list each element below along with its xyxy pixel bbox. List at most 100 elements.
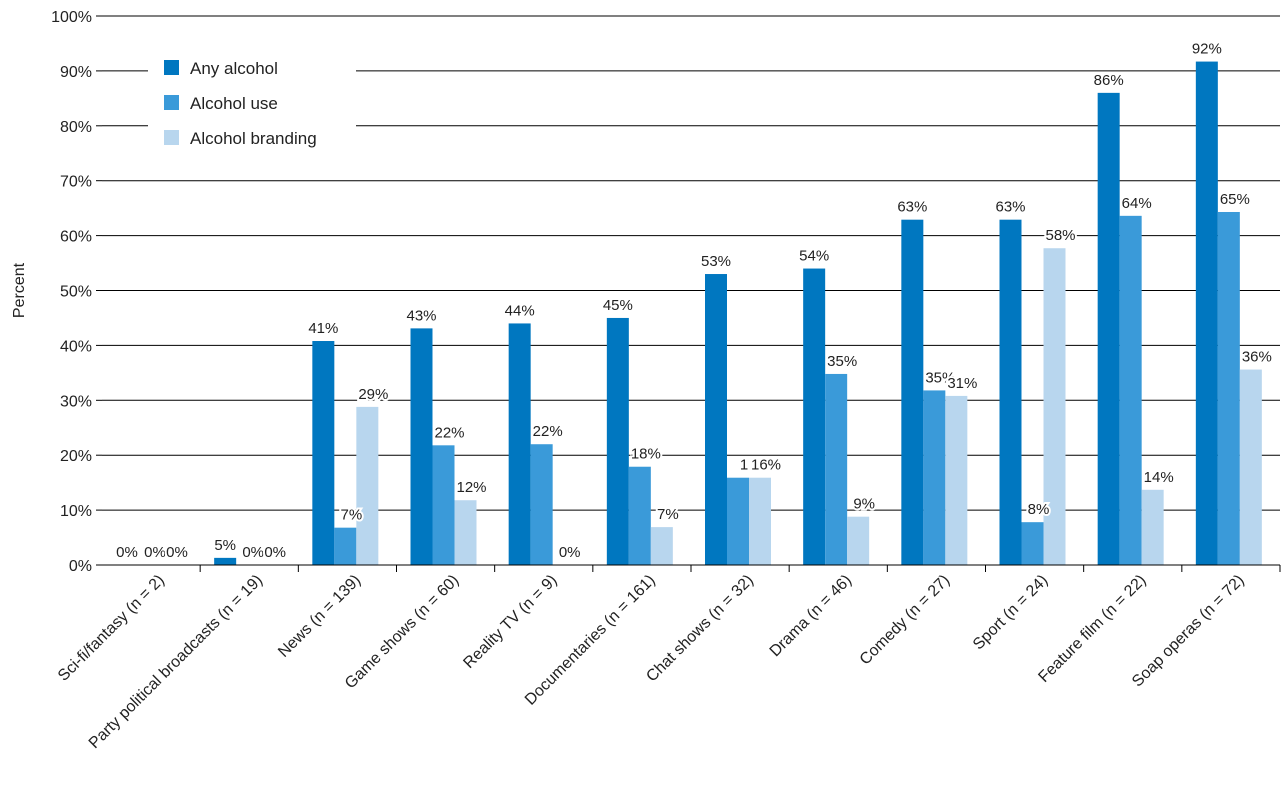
y-tick-label: 0% [69, 558, 92, 575]
data-label: 35% [925, 369, 955, 386]
data-label: 0% [116, 544, 138, 561]
bar [1021, 522, 1044, 565]
legend-swatch [164, 95, 179, 110]
bar [705, 274, 727, 565]
data-label: 1 [740, 457, 748, 474]
y-axis-title: Percent [11, 262, 28, 318]
x-tick-label: Feature film (n = 22) [1035, 572, 1149, 686]
y-tick-label: 30% [60, 393, 92, 410]
data-label: 53% [701, 253, 731, 270]
data-label: 86% [1094, 72, 1124, 89]
bar [454, 500, 477, 565]
data-label: 0% [264, 544, 286, 561]
legend-background [148, 52, 356, 164]
data-label: 0% [559, 544, 581, 561]
data-label: 43% [406, 307, 436, 324]
bar [945, 395, 968, 565]
legend: Any alcohol Alcohol use Alcohol branding [148, 52, 356, 164]
data-label: 7% [340, 507, 362, 524]
data-label: 0% [242, 544, 264, 561]
data-label: 14% [1144, 469, 1174, 486]
bar [1217, 211, 1240, 566]
y-tick-label: 100% [51, 9, 92, 26]
data-label: 16% [751, 457, 781, 474]
data-label: 7% [657, 506, 679, 523]
data-label: 5% [214, 537, 236, 554]
bar [1141, 489, 1164, 565]
legend-swatch [164, 130, 179, 145]
data-label: 22% [434, 424, 464, 441]
x-tick-label: Sport (n = 24) [970, 572, 1052, 654]
bar [749, 477, 771, 565]
y-tick-label: 10% [60, 503, 92, 520]
data-label: 92% [1192, 41, 1222, 58]
data-label: 8% [1028, 501, 1050, 518]
data-label: 41% [308, 320, 338, 337]
bar [825, 373, 848, 565]
bar [901, 219, 924, 565]
data-label: 18% [631, 446, 661, 463]
legend-label: Alcohol branding [190, 129, 317, 148]
data-label: 45% [603, 297, 633, 314]
x-tick-label: Chat shows (n = 32) [643, 572, 757, 686]
x-axis-ticks: Sci-fi/fantasy (n = 2)Party political br… [55, 565, 1281, 752]
bar [432, 445, 455, 565]
x-tick-label: Soap operas (n = 72) [1129, 572, 1248, 691]
x-tick-label: Game shows (n = 60) [342, 572, 462, 692]
data-label: 22% [533, 423, 563, 440]
bar [999, 219, 1022, 565]
bar [334, 527, 357, 565]
data-label: 54% [799, 248, 829, 265]
bar [650, 527, 673, 565]
bar [312, 341, 335, 565]
data-label: 44% [505, 302, 535, 319]
bar [803, 268, 826, 565]
x-tick-label: Reality TV (n = 9) [460, 572, 560, 672]
data-label: 31% [947, 375, 977, 392]
x-tick-label: Drama (n = 46) [767, 572, 855, 660]
legend-swatch [164, 60, 179, 75]
bar [1239, 369, 1262, 565]
bar [923, 390, 946, 565]
data-label: 0% [166, 544, 188, 561]
bar [606, 317, 629, 565]
x-tick-label: News (n = 139) [275, 572, 364, 661]
bar [508, 323, 531, 565]
data-label: 65% [1220, 191, 1250, 208]
data-label: 63% [995, 199, 1025, 216]
y-tick-label: 20% [60, 448, 92, 465]
data-label: 36% [1242, 349, 1272, 366]
data-label: 64% [1122, 195, 1152, 212]
data-label: 58% [1045, 227, 1075, 244]
bar [1043, 248, 1066, 566]
x-tick-label: Comedy (n = 27) [857, 572, 954, 669]
data-label: 29% [358, 386, 388, 403]
bar [1097, 92, 1120, 566]
bar [410, 328, 433, 565]
bar [214, 557, 237, 565]
bar [727, 477, 749, 565]
y-tick-label: 40% [60, 338, 92, 355]
bar [847, 516, 870, 565]
y-tick-label: 80% [60, 119, 92, 136]
legend-label: Alcohol use [190, 94, 278, 113]
bar [356, 406, 379, 565]
y-tick-label: 60% [60, 229, 92, 246]
bars [214, 61, 1262, 566]
y-tick-label: 90% [60, 64, 92, 81]
y-tick-label: 70% [60, 174, 92, 191]
gridlines [102, 15, 1280, 511]
bar [628, 466, 651, 565]
data-label: 63% [897, 199, 927, 216]
x-tick-label: Sci-fi/fantasy (n = 2) [55, 572, 168, 685]
x-tick-label: Party political broadcasts (n = 19) [86, 572, 266, 752]
bar [1119, 215, 1142, 565]
data-label: 35% [827, 353, 857, 370]
data-label: 9% [853, 496, 875, 513]
y-tick-label: 50% [60, 284, 92, 301]
data-labels: 0% 0% 0% 5% 0% 0%41%7%29%43%22%12%44%22%0%45%… [114, 39, 1274, 563]
y-axis-ticks: 0% 10% 20% 30% 40% 50% 60% 70% 80% 90% 100% [51, 9, 102, 575]
data-label: 12% [456, 479, 486, 496]
bar [530, 444, 553, 565]
